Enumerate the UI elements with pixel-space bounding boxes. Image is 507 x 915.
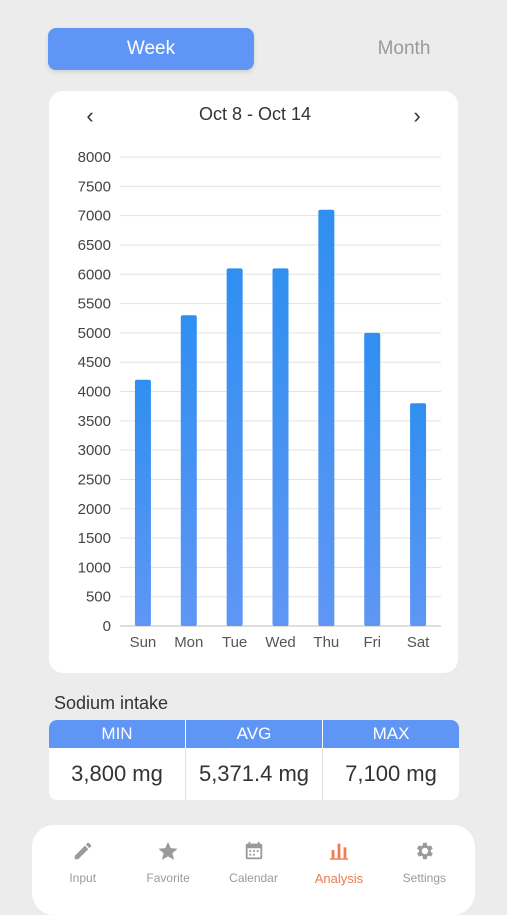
stat-header-avg: AVG: [186, 720, 323, 748]
y-tick-label: 6500: [78, 237, 111, 254]
x-tick-label: Fri: [363, 634, 381, 651]
tab-analysis[interactable]: Analysis: [296, 825, 381, 915]
stat-value-max: 7,100 mg: [345, 761, 437, 786]
star-icon: [157, 839, 179, 863]
week-button[interactable]: Week: [48, 28, 254, 70]
y-tick-label: 6000: [78, 266, 111, 283]
y-tick-label: 7000: [78, 208, 111, 225]
y-tick-label: 3500: [78, 413, 111, 430]
gear-icon: [413, 839, 435, 863]
bar-tue[interactable]: [226, 268, 243, 626]
stat-header-max: MAX: [372, 724, 410, 743]
chart-card: [49, 91, 458, 673]
date-range-title: Oct 8 - Oct 14: [198, 104, 312, 124]
x-tick-label: Mon: [174, 634, 203, 651]
y-tick-label: 4500: [78, 354, 111, 371]
y-tick-label: 7500: [78, 178, 111, 195]
bar-chart-icon: [328, 839, 350, 863]
y-tick-label: 3000: [78, 442, 111, 459]
x-tick-label: Sun: [130, 634, 157, 651]
period-toggle: Week Month: [48, 28, 458, 72]
bar-wed[interactable]: [272, 268, 289, 626]
bottom-tab-bar: Input Favorite Calendar Analysis Setting…: [32, 825, 475, 915]
y-tick-label: 5000: [78, 325, 111, 342]
y-tick-label: 4000: [78, 384, 111, 401]
y-tick-label: 1500: [78, 530, 111, 547]
tab-settings[interactable]: Settings: [382, 825, 467, 915]
bar-mon[interactable]: [180, 315, 197, 626]
y-tick-label: 500: [86, 589, 111, 606]
tab-favorite[interactable]: Favorite: [125, 825, 210, 915]
bar-sun[interactable]: [134, 379, 151, 626]
y-tick-label: 0: [103, 618, 111, 635]
y-tick-label: 2500: [78, 471, 111, 488]
chevron-right-icon: ›: [413, 103, 421, 128]
next-week-button[interactable]: ›: [405, 103, 429, 128]
tab-label: Analysis: [314, 871, 364, 886]
x-tick-label: Tue: [222, 634, 247, 651]
prev-week-button[interactable]: ‹: [78, 103, 102, 128]
tab-input[interactable]: Input: [40, 825, 125, 915]
bar-fri[interactable]: [364, 332, 381, 626]
x-tick-label: Wed: [265, 634, 296, 651]
bar-sat[interactable]: [410, 403, 427, 626]
y-tick-label: 5500: [78, 296, 111, 313]
stat-header-min: MIN: [49, 720, 186, 748]
stats-table: MIN AVG MAX 3,800 mg 5,371.4 mg 7,100 mg: [49, 720, 459, 800]
x-tick-label: Sat: [407, 634, 430, 651]
stat-value-min: 3,800 mg: [49, 748, 186, 800]
y-tick-label: 1000: [78, 559, 111, 576]
stat-value-avg: 5,371.4 mg: [186, 748, 323, 800]
tab-calendar[interactable]: Calendar: [211, 825, 296, 915]
tab-label: Input: [69, 871, 97, 885]
calendar-icon: [243, 839, 265, 863]
y-tick-label: 2000: [78, 501, 111, 518]
chevron-left-icon: ‹: [86, 103, 94, 128]
month-button[interactable]: Month: [377, 38, 431, 59]
tab-label: Favorite: [146, 871, 190, 885]
pencil-icon: [72, 839, 94, 863]
y-tick-label: 8000: [78, 149, 111, 166]
section-title: Sodium intake: [54, 693, 169, 713]
tab-label: Settings: [402, 871, 446, 885]
tab-label: Calendar: [229, 871, 278, 885]
x-tick-label: Thu: [313, 634, 339, 651]
bar-thu[interactable]: [318, 209, 335, 626]
